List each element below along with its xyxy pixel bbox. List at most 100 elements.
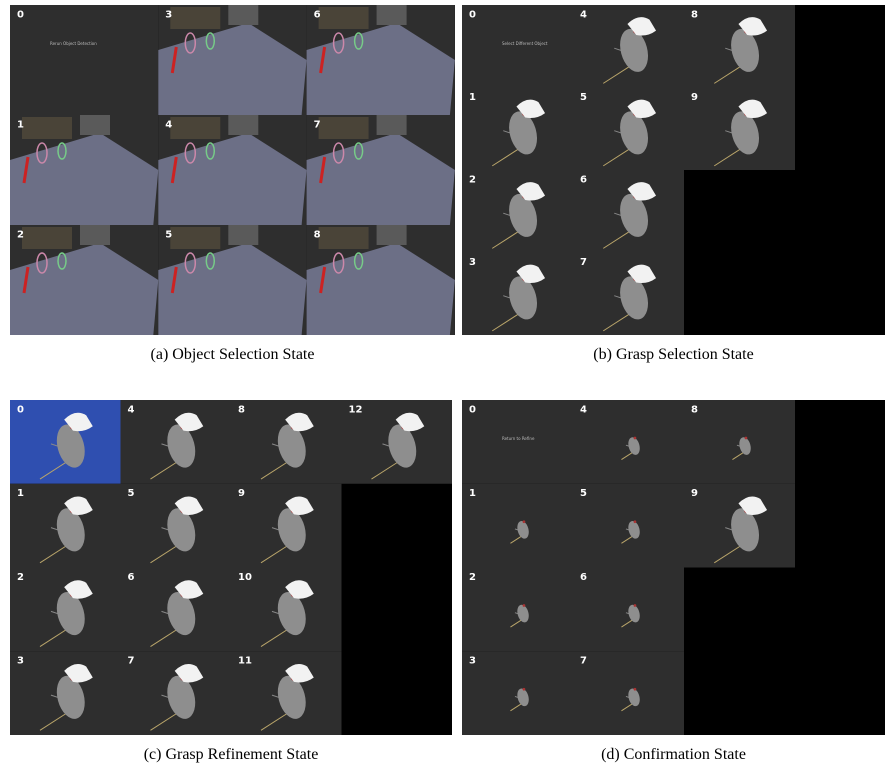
cell: 10: [231, 568, 342, 652]
cell-number: 6: [580, 572, 587, 583]
cell: 9: [231, 484, 342, 568]
cell: 7: [121, 651, 232, 735]
cell-number: 4: [580, 404, 587, 415]
cell: 6: [121, 568, 232, 652]
clutter: [319, 227, 369, 249]
clutter: [228, 115, 258, 135]
cell-number: 5: [580, 488, 587, 499]
cell: 9: [684, 88, 795, 171]
cell: 11: [231, 651, 342, 735]
figure: 0Rerun Object Detection12345678(a) Objec…: [0, 0, 893, 769]
marker: [634, 520, 637, 523]
cell-number: 5: [128, 488, 135, 499]
cell: 2: [462, 568, 573, 652]
cell: 0Return to Refine: [462, 400, 573, 484]
cell: 6: [573, 170, 684, 253]
cell-number: 5: [580, 92, 587, 103]
cell: 7: [573, 651, 684, 735]
cell-number: 7: [580, 656, 587, 667]
cell-number: 1: [17, 488, 24, 499]
marker: [745, 437, 748, 440]
cell-number: 3: [469, 257, 476, 268]
cell: 8: [684, 400, 795, 484]
cell: 4: [158, 115, 306, 225]
cell: 2: [462, 170, 573, 253]
cell: 4: [573, 400, 684, 484]
marker: [634, 688, 637, 691]
marker: [634, 437, 637, 440]
cell-number: 2: [469, 572, 476, 583]
marker: [523, 688, 526, 691]
cell-background: [10, 5, 158, 115]
cell-background: [462, 5, 573, 88]
panel-caption: (c) Grasp Refinement State: [144, 746, 319, 763]
cell-number: 1: [469, 92, 476, 103]
cell-number: 8: [314, 229, 321, 240]
cell-number: 0: [17, 404, 24, 415]
cell-number: 0: [469, 9, 476, 20]
cell-number: 6: [580, 174, 587, 185]
cell: 5: [121, 484, 232, 568]
cell: 2: [10, 225, 158, 335]
cell: 5: [573, 88, 684, 171]
cell: 1: [462, 484, 573, 568]
cell-number: 11: [238, 656, 252, 667]
cell: 8: [684, 5, 795, 88]
cell-number: 4: [580, 9, 587, 20]
clutter: [22, 227, 72, 249]
cell: 5: [158, 225, 306, 335]
cell-number: 4: [165, 119, 172, 130]
cell-number: 9: [691, 92, 698, 103]
clutter: [319, 7, 369, 29]
cell: 7: [307, 115, 455, 225]
cell: 7: [573, 253, 684, 336]
cell: 5: [573, 484, 684, 568]
cell: 3: [462, 253, 573, 336]
clutter: [228, 225, 258, 245]
cell-caption: Rerun Object Detection: [50, 41, 97, 46]
cell: 1: [462, 88, 573, 171]
cell-number: 7: [128, 656, 135, 667]
cell: 1: [10, 484, 121, 568]
cell-number: 5: [165, 229, 172, 240]
cell-number: 12: [349, 404, 363, 415]
cell: 3: [10, 651, 121, 735]
cell-number: 3: [17, 656, 24, 667]
cell: 12: [342, 400, 453, 484]
cell-number: 0: [17, 9, 24, 20]
panel: 0Select Different Object123456789(b) Gra…: [462, 5, 885, 363]
cell-number: 8: [691, 404, 698, 415]
cell: 3: [462, 651, 573, 735]
clutter: [377, 115, 407, 135]
cell-number: 2: [17, 229, 24, 240]
marker: [523, 604, 526, 607]
cell-number: 10: [238, 572, 252, 583]
cell: 9: [684, 484, 795, 568]
panel-caption: (a) Object Selection State: [151, 346, 315, 363]
cell-background: [462, 400, 573, 484]
cell-caption: Return to Refine: [502, 436, 535, 441]
clutter: [377, 5, 407, 25]
cell-number: 8: [691, 9, 698, 20]
marker: [523, 520, 526, 523]
cell: 1: [10, 115, 158, 225]
clutter: [170, 117, 220, 139]
cell-number: 1: [469, 488, 476, 499]
cell-number: 1: [17, 119, 24, 130]
panel: 0Rerun Object Detection12345678(a) Objec…: [10, 5, 455, 363]
clutter: [377, 225, 407, 245]
cell: 4: [573, 5, 684, 88]
clutter: [22, 117, 72, 139]
clutter: [170, 227, 220, 249]
cell-number: 6: [128, 572, 135, 583]
clutter: [319, 117, 369, 139]
cell: 0 Rerun Object Detection: [10, 5, 158, 115]
cell-number: 7: [580, 257, 587, 268]
cell-number: 3: [469, 656, 476, 667]
cell: 8: [231, 400, 342, 484]
cell-number: 8: [238, 404, 245, 415]
cell: 8: [307, 225, 455, 335]
